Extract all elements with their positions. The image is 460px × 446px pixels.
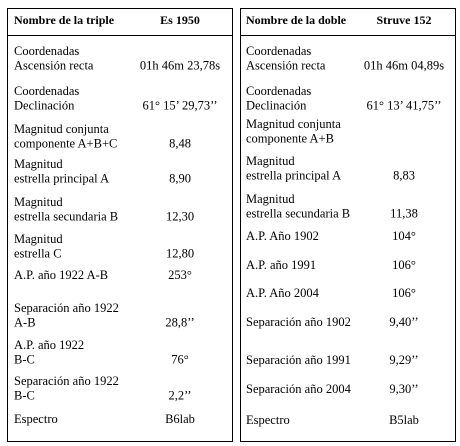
row-label: A.P. Año 1902 <box>246 229 319 243</box>
row-label: Magnitud conjunta <box>246 117 341 131</box>
row-value: 12,30 <box>166 209 194 223</box>
row-value: 8,83 <box>393 168 415 182</box>
row-label: Separación año 1902 <box>246 315 351 329</box>
row-value: B6lab <box>165 412 195 426</box>
row-value: B5lab <box>389 413 419 427</box>
row-label: Separación año 1922 <box>14 301 119 315</box>
row-label: Separación año 1922 <box>14 374 119 388</box>
row-value: 11,38 <box>390 206 418 220</box>
row-label: Espectro <box>246 413 290 427</box>
row-label: Separación año 1991 <box>246 353 351 367</box>
row-value: 01h 46m 23,78s <box>140 58 220 72</box>
row-label: A.P. año 1922 A-B <box>14 268 108 282</box>
header-value: Struve 152 <box>377 13 432 27</box>
row-label: Magnitud conjunta <box>14 122 109 136</box>
row-label: Declinación <box>246 98 307 112</box>
row-value: 9,29’’ <box>389 353 418 367</box>
row-value: 2,2’’ <box>168 388 191 402</box>
row-value: 61° 15’ 29,73’’ <box>142 98 217 112</box>
row-label: estrella secundaria B <box>246 206 350 220</box>
header-label: Nombre de la triple <box>14 13 115 27</box>
row-label: Magnitud <box>246 192 295 206</box>
row-label: estrella C <box>14 246 62 260</box>
row-label: Coordenadas <box>246 44 311 58</box>
row-label: B-C <box>14 388 35 402</box>
table-border <box>7 8 233 442</box>
row-label: Magnitud <box>14 157 63 171</box>
row-value: 9,40’’ <box>389 315 418 329</box>
row-value: 106° <box>392 258 416 272</box>
row-value: 12,80 <box>166 246 194 260</box>
row-label: A.P. Año 2004 <box>246 286 320 300</box>
row-label: A.P. año 1991 <box>246 258 316 272</box>
row-label: componente A+B+C <box>14 136 117 150</box>
header-label: Nombre de la doble <box>246 13 347 27</box>
row-label: Coordenadas <box>246 84 311 98</box>
row-label: Separación año 2004 <box>246 382 352 396</box>
row-value: 61° 13’ 41,75’’ <box>366 98 441 112</box>
row-label: Coordenadas <box>14 84 79 98</box>
row-label: Magnitud <box>246 154 295 168</box>
row-label: Ascensión recta <box>14 58 94 72</box>
row-label: Espectro <box>14 412 58 426</box>
row-label: estrella principal A <box>246 168 341 182</box>
row-value: 253° <box>168 268 192 282</box>
row-label: componente A+B <box>246 131 334 145</box>
row-value: 106° <box>392 286 416 300</box>
row-label: A.P. año 1922 <box>14 338 84 352</box>
row-label: estrella secundaria B <box>14 209 118 223</box>
row-value: 8,90 <box>169 171 191 185</box>
row-label: estrella principal A <box>14 171 109 185</box>
row-label: Declinación <box>14 98 75 112</box>
header-value: Es 1950 <box>160 13 200 27</box>
row-value: 9,30’’ <box>389 382 418 396</box>
row-label: Magnitud <box>14 195 63 209</box>
row-label: A-B <box>14 315 36 329</box>
row-label: Ascensión recta <box>246 58 326 72</box>
table-border <box>240 8 456 442</box>
row-label: B-C <box>14 352 35 366</box>
row-value: 28,8’’ <box>165 315 194 329</box>
row-value: 76° <box>171 352 189 366</box>
row-label: Coordenadas <box>14 44 79 58</box>
row-value: 01h 46m 04,89s <box>364 58 444 72</box>
row-value: 104° <box>392 229 416 243</box>
row-value: 8,48 <box>169 136 191 150</box>
row-label: Magnitud <box>14 232 63 246</box>
